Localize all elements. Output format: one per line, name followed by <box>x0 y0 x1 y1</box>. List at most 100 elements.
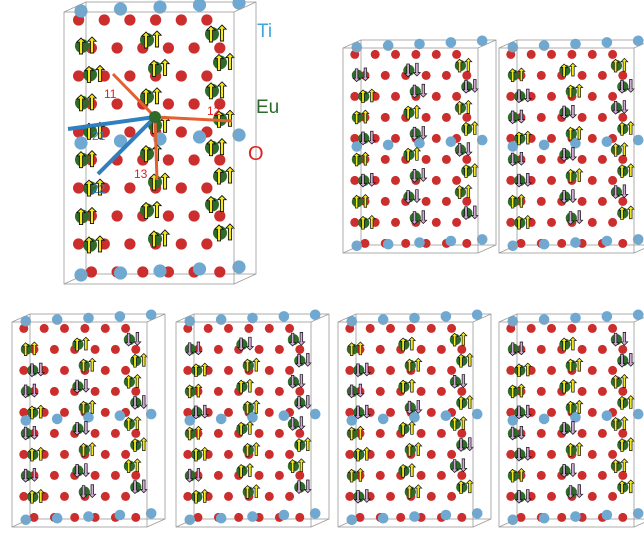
o-atom <box>73 238 85 250</box>
spin-down-arrow-icon <box>461 206 471 221</box>
o-atom <box>375 428 385 438</box>
o-atom <box>608 217 618 227</box>
cell-depth-edge <box>63 273 87 285</box>
o-atom <box>124 126 136 138</box>
o-atom <box>183 449 193 459</box>
atom-legend: Ti Eu O <box>248 21 279 165</box>
spin-up-arrow-icon <box>148 59 160 77</box>
ti-atom <box>346 514 358 526</box>
spin-up-arrow-icon <box>352 152 361 167</box>
o-atom <box>536 196 546 206</box>
spin-up-arrow-icon <box>205 139 217 157</box>
o-atom <box>411 49 421 59</box>
o-atom <box>131 428 141 438</box>
spin-up-arrow-icon <box>559 337 569 352</box>
o-atom <box>162 210 174 222</box>
central-eu-atom <box>149 111 161 123</box>
o-atom <box>111 210 123 222</box>
spin-down-arrow-icon <box>72 379 82 394</box>
spin-up-arrow-icon <box>575 357 584 372</box>
spin-up-arrow-icon <box>94 64 106 82</box>
o-atom <box>526 323 536 333</box>
spin-up-arrow-icon <box>514 131 524 146</box>
spin-up-arrow-icon <box>575 442 584 456</box>
o-atom <box>536 70 546 80</box>
bond-11-line <box>111 72 157 119</box>
spin-down-arrow-icon <box>288 332 297 347</box>
o-atom <box>121 323 131 333</box>
bond-label-12: 12 <box>207 104 221 118</box>
o-atom <box>386 491 395 501</box>
cell-depth-edge <box>175 313 195 323</box>
spin-up-arrow-icon <box>205 195 217 213</box>
spin-up-arrow-icon <box>626 205 636 220</box>
o-atom <box>183 407 193 417</box>
spin-up-arrow-icon <box>297 458 306 473</box>
spin-up-arrow-icon <box>620 374 629 388</box>
ti-atom <box>83 412 94 423</box>
o-atom <box>345 491 355 501</box>
cell-depth-edge <box>11 313 31 323</box>
o-atom <box>426 491 436 501</box>
spin-up-arrow-icon <box>224 223 236 241</box>
spin-up-arrow-icon <box>224 166 236 184</box>
ti-atom <box>476 234 488 245</box>
o-atom <box>375 470 385 480</box>
spin-up-arrow-icon <box>514 215 524 230</box>
o-atom <box>441 112 451 122</box>
spin-down-arrow-icon <box>523 404 533 419</box>
o-atom <box>131 470 141 480</box>
ti-atom <box>538 139 550 151</box>
cell-depth-edge <box>342 39 362 49</box>
spin-up-arrow-icon <box>456 480 466 494</box>
spin-down-arrow-icon <box>568 147 578 161</box>
o-atom <box>244 323 254 333</box>
spin-down-arrow-icon <box>81 463 91 477</box>
bond-13-line <box>153 116 159 181</box>
bond-21-line <box>67 115 156 131</box>
ti-atom <box>570 511 581 522</box>
spin-down-arrow-icon <box>514 447 524 462</box>
ti-atom <box>247 511 258 522</box>
o-atom <box>386 323 395 333</box>
spin-up-arrow-icon <box>352 110 361 125</box>
o-atom <box>49 344 59 354</box>
spin-down-arrow-icon <box>419 83 428 98</box>
ti-atom <box>445 37 457 48</box>
spin-down-arrow-icon <box>367 173 377 187</box>
o-atom <box>567 49 577 59</box>
o-atom <box>421 112 431 122</box>
o-atom <box>587 133 597 143</box>
spin-up-arrow-icon <box>140 88 152 106</box>
spin-down-arrow-icon <box>419 168 428 182</box>
spin-down-arrow-icon <box>36 362 46 377</box>
spin-down-arrow-icon <box>410 126 419 141</box>
bond-22-line <box>96 115 157 176</box>
cell-depth-edge <box>342 244 362 254</box>
ti-atom <box>601 235 613 247</box>
spin-up-arrow-icon <box>75 37 87 55</box>
cell-depth-edge <box>233 273 257 285</box>
ti-atom <box>409 312 420 324</box>
spin-down-arrow-icon <box>568 104 578 119</box>
o-atom <box>386 365 395 375</box>
o-atom <box>547 449 556 459</box>
ti-atom <box>538 512 550 524</box>
spin-up-arrow-icon <box>405 485 414 499</box>
o-atom <box>201 238 213 250</box>
ti-atom <box>570 38 581 50</box>
ti-atom <box>601 136 613 147</box>
spin-up-arrow-icon <box>79 358 88 373</box>
spin-down-arrow-icon <box>575 210 584 225</box>
o-atom <box>188 210 200 222</box>
spin-down-arrow-icon <box>514 405 524 420</box>
o-atom <box>380 70 390 80</box>
ti-atom <box>74 268 88 282</box>
o-atom <box>587 49 597 59</box>
spin-down-arrow-icon <box>347 384 356 399</box>
o-atom <box>285 365 295 375</box>
cell-front-face <box>342 47 479 254</box>
spin-up-arrow-icon <box>523 215 533 229</box>
o-atom <box>73 182 85 194</box>
o-atom <box>214 266 226 278</box>
